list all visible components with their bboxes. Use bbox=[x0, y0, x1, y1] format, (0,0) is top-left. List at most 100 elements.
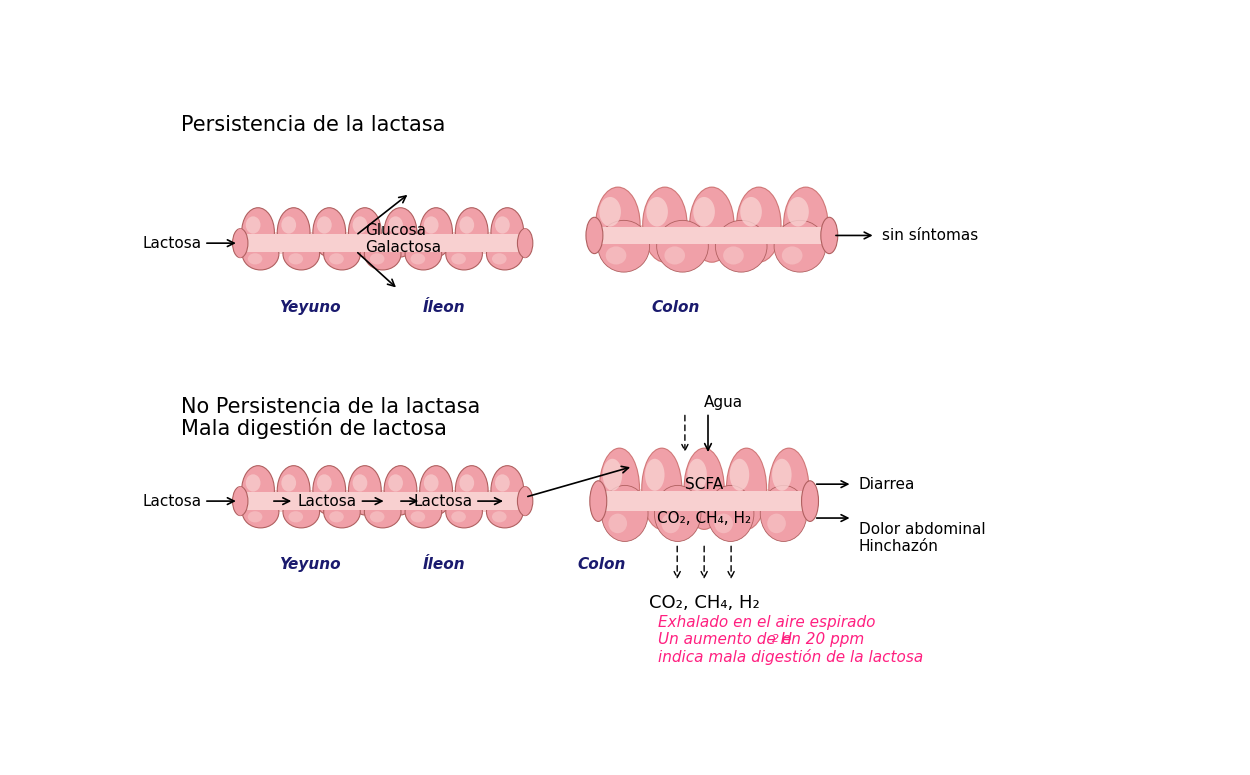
Bar bbox=[240, 234, 525, 253]
Ellipse shape bbox=[782, 187, 829, 263]
Ellipse shape bbox=[740, 197, 761, 226]
Ellipse shape bbox=[722, 246, 744, 264]
Ellipse shape bbox=[248, 512, 262, 522]
Ellipse shape bbox=[281, 216, 296, 233]
Ellipse shape bbox=[312, 208, 346, 257]
Ellipse shape bbox=[232, 487, 248, 515]
Ellipse shape bbox=[235, 487, 246, 515]
Ellipse shape bbox=[728, 449, 766, 529]
Ellipse shape bbox=[446, 496, 483, 528]
Bar bbox=[240, 232, 525, 254]
Ellipse shape bbox=[690, 188, 734, 262]
Ellipse shape bbox=[324, 496, 360, 528]
Ellipse shape bbox=[641, 448, 682, 530]
Ellipse shape bbox=[609, 514, 628, 533]
Text: indica mala digestión de la lactosa: indica mala digestión de la lactosa bbox=[658, 649, 924, 665]
Ellipse shape bbox=[707, 485, 754, 542]
Ellipse shape bbox=[694, 197, 715, 226]
Text: Colon: Colon bbox=[578, 557, 626, 572]
Ellipse shape bbox=[241, 208, 275, 257]
Ellipse shape bbox=[495, 216, 510, 233]
Bar bbox=[240, 236, 525, 250]
Ellipse shape bbox=[774, 220, 826, 272]
Ellipse shape bbox=[420, 208, 452, 257]
Ellipse shape bbox=[424, 216, 439, 233]
Ellipse shape bbox=[781, 246, 802, 264]
Ellipse shape bbox=[769, 449, 809, 529]
Ellipse shape bbox=[586, 217, 602, 253]
Text: Mala digestión de lactosa: Mala digestión de lactosa bbox=[181, 418, 446, 439]
Ellipse shape bbox=[312, 466, 346, 515]
Text: Colon: Colon bbox=[651, 301, 700, 315]
Ellipse shape bbox=[656, 220, 709, 272]
Ellipse shape bbox=[518, 487, 532, 515]
Ellipse shape bbox=[455, 466, 488, 515]
Ellipse shape bbox=[801, 480, 819, 522]
Text: Lactosa: Lactosa bbox=[142, 494, 201, 508]
Text: No Persistencia de la lactasa: No Persistencia de la lactasa bbox=[181, 397, 480, 417]
Ellipse shape bbox=[451, 512, 466, 522]
Ellipse shape bbox=[329, 512, 344, 522]
Ellipse shape bbox=[596, 188, 640, 262]
Bar bbox=[599, 491, 810, 511]
Ellipse shape bbox=[595, 187, 641, 263]
Ellipse shape bbox=[655, 485, 701, 542]
Text: Un aumento de H: Un aumento de H bbox=[658, 632, 792, 647]
Ellipse shape bbox=[242, 238, 279, 270]
Ellipse shape bbox=[495, 474, 510, 491]
Ellipse shape bbox=[736, 187, 781, 263]
Ellipse shape bbox=[684, 448, 725, 530]
Bar bbox=[595, 225, 829, 246]
Ellipse shape bbox=[601, 485, 648, 542]
Ellipse shape bbox=[405, 238, 441, 270]
Ellipse shape bbox=[241, 466, 275, 515]
Ellipse shape bbox=[644, 188, 686, 262]
Ellipse shape bbox=[324, 238, 360, 270]
Ellipse shape bbox=[349, 466, 381, 515]
Ellipse shape bbox=[370, 512, 385, 522]
Ellipse shape bbox=[492, 512, 506, 522]
Ellipse shape bbox=[282, 238, 320, 270]
Ellipse shape bbox=[236, 487, 244, 515]
Ellipse shape bbox=[364, 496, 401, 528]
Text: Íleon: Íleon bbox=[422, 557, 465, 572]
Ellipse shape bbox=[405, 496, 441, 528]
Ellipse shape bbox=[389, 216, 402, 233]
Ellipse shape bbox=[281, 474, 296, 491]
Ellipse shape bbox=[715, 220, 767, 272]
Ellipse shape bbox=[289, 512, 302, 522]
Ellipse shape bbox=[642, 187, 688, 263]
Text: SCFA: SCFA bbox=[685, 477, 724, 491]
Bar bbox=[599, 489, 810, 513]
Ellipse shape bbox=[424, 474, 439, 491]
Bar bbox=[240, 491, 525, 512]
Text: Diarrea: Diarrea bbox=[859, 477, 915, 491]
Ellipse shape bbox=[410, 512, 425, 522]
Ellipse shape bbox=[768, 514, 786, 533]
Ellipse shape bbox=[370, 253, 385, 264]
Text: Persistencia de la lactasa: Persistencia de la lactasa bbox=[181, 115, 445, 135]
Bar bbox=[240, 492, 525, 511]
Ellipse shape bbox=[645, 459, 665, 491]
Bar bbox=[595, 227, 829, 244]
Ellipse shape bbox=[730, 459, 749, 491]
Ellipse shape bbox=[760, 485, 806, 542]
Ellipse shape bbox=[318, 216, 331, 233]
Ellipse shape bbox=[246, 216, 260, 233]
Ellipse shape bbox=[492, 253, 506, 264]
Text: Íleon: Íleon bbox=[422, 301, 465, 315]
Ellipse shape bbox=[246, 474, 260, 491]
Ellipse shape bbox=[282, 496, 320, 528]
Ellipse shape bbox=[236, 229, 244, 257]
Ellipse shape bbox=[235, 229, 246, 257]
Ellipse shape bbox=[389, 474, 402, 491]
Ellipse shape bbox=[598, 220, 650, 272]
Ellipse shape bbox=[329, 253, 344, 264]
Ellipse shape bbox=[521, 229, 529, 257]
Ellipse shape bbox=[410, 253, 425, 264]
Ellipse shape bbox=[521, 487, 529, 515]
Text: Lactosa: Lactosa bbox=[298, 494, 356, 508]
Ellipse shape bbox=[788, 197, 809, 226]
Bar bbox=[240, 494, 525, 508]
Ellipse shape bbox=[318, 474, 331, 491]
